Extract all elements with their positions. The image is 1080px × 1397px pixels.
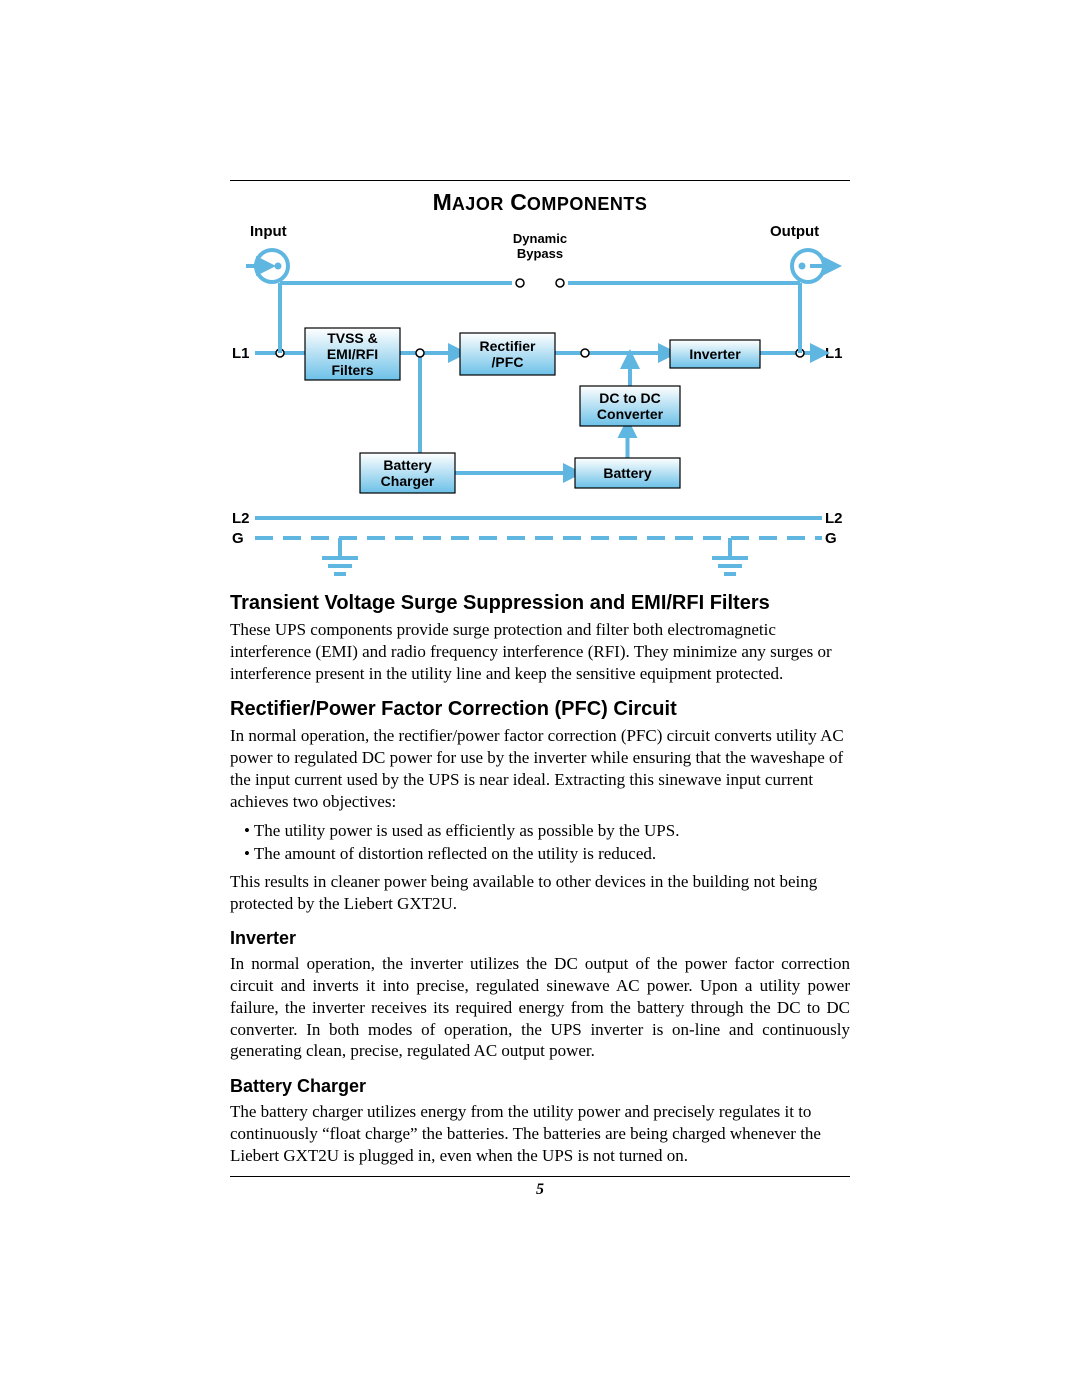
svg-text:Bypass: Bypass — [517, 246, 563, 261]
body-paragraph: The battery charger utilizes energy from… — [230, 1101, 850, 1166]
bullet-item: • The amount of distortion reflected on … — [244, 843, 850, 865]
body-paragraph: In normal operation, the inverter utiliz… — [230, 953, 850, 1062]
svg-text:G: G — [232, 530, 244, 547]
svg-text:Rectifier: Rectifier — [479, 338, 536, 354]
page: MAJOR COMPONENTS Input Output DynamicBypas… — [0, 0, 1080, 1397]
bullet-list: • The utility power is used as efficient… — [230, 820, 850, 865]
svg-text:Filters: Filters — [331, 362, 373, 378]
svg-text:Battery: Battery — [603, 465, 651, 481]
diagram-title: MAJOR COMPONENTS — [230, 189, 850, 216]
svg-text:Output: Output — [770, 223, 819, 240]
title-cap-m: M — [433, 189, 452, 215]
block-diagram: Input Output DynamicBypass L1 L1 L2 L2 G G TVSS &… — [230, 218, 850, 578]
body-paragraph: This results in cleaner power being avai… — [230, 871, 850, 915]
bullet-item: • The utility power is used as efficient… — [244, 820, 850, 842]
sections-container: Transient Voltage Surge Suppression and … — [230, 592, 850, 1166]
title-sc-1: AJOR — [452, 194, 504, 214]
bottom-rule — [230, 1176, 850, 1177]
section-heading: Transient Voltage Surge Suppression and … — [230, 592, 850, 615]
svg-text:DC to DC: DC to DC — [599, 390, 660, 406]
diagram-svg: Input Output DynamicBypass L1 L1 L2 L2 G G TVSS &… — [230, 218, 850, 578]
title-cap-c: C — [510, 189, 527, 215]
body-paragraph: These UPS components provide surge prote… — [230, 619, 850, 684]
svg-text:Battery: Battery — [383, 457, 431, 473]
section-heading: Battery Charger — [230, 1076, 850, 1097]
section-heading: Inverter — [230, 928, 850, 949]
svg-text:TVSS &: TVSS & — [327, 330, 378, 346]
svg-text:L1: L1 — [825, 345, 843, 362]
svg-text:Charger: Charger — [381, 473, 435, 489]
svg-text:EMI/RFI: EMI/RFI — [327, 346, 378, 362]
title-sc-2: OMPONENTS — [527, 194, 648, 214]
svg-text:L2: L2 — [232, 510, 250, 527]
svg-text:/PFC: /PFC — [492, 354, 524, 370]
svg-text:G: G — [825, 530, 837, 547]
page-number: 5 — [230, 1181, 850, 1199]
body-paragraph: In normal operation, the rectifier/power… — [230, 725, 850, 812]
svg-text:L2: L2 — [825, 510, 843, 527]
section-heading: Rectifier/Power Factor Correction (PFC) … — [230, 698, 850, 721]
svg-text:Dynamic: Dynamic — [513, 231, 567, 246]
top-rule — [230, 180, 850, 181]
svg-text:Input: Input — [250, 223, 287, 240]
svg-text:L1: L1 — [232, 345, 250, 362]
svg-text:Inverter: Inverter — [689, 346, 741, 362]
svg-text:Converter: Converter — [597, 406, 664, 422]
